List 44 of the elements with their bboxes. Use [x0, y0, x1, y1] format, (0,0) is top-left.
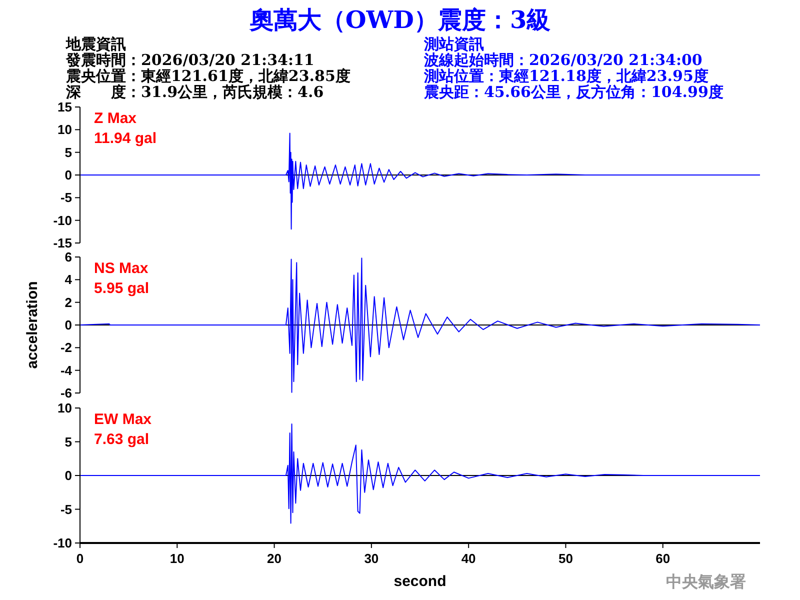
text: 震央位置：東經121.61度，北緯23.85度: [65, 67, 350, 85]
y-tick-label: 6: [64, 250, 72, 264]
x-tick-label: 40: [461, 551, 476, 566]
x-tick-label: 60: [656, 551, 670, 566]
y-tick-label: 0: [64, 318, 72, 332]
y-tick-label: -5: [60, 190, 72, 206]
text: 波線起始時間：2026/03/20 21:34:00: [423, 51, 702, 69]
y-tick-label: 4: [64, 272, 73, 288]
y-tick-label: -2: [60, 340, 72, 356]
text: 深 度：31.9公里，芮氏規模：4.6: [65, 83, 324, 101]
text: 地震資訊: [65, 35, 126, 53]
annotation: Z Max: [94, 110, 138, 127]
y-tick-label: 5: [64, 434, 72, 450]
y-tick-label: 0: [64, 468, 72, 483]
annotation: 7.63 gal: [94, 431, 150, 448]
text: 發震時間：2026/03/20 21:34:11: [65, 51, 314, 69]
text: 測站位置：東經121.18度，北緯23.95度: [423, 67, 708, 85]
text: 中央氣象署: [666, 572, 746, 591]
x-tick-label: 30: [364, 551, 379, 566]
y-tick-label: -10: [53, 212, 72, 228]
x-tick-label: 10: [170, 551, 184, 566]
annotation: NS Max: [94, 260, 149, 277]
y-tick-label: 10: [58, 400, 72, 416]
text: 震央距：45.66公里，反方位角：104.99度: [423, 83, 724, 101]
annotation: 5.95 gal: [94, 280, 150, 297]
x-tick-label: 20: [267, 551, 282, 566]
annotation: 11.94 gal: [94, 130, 157, 147]
y-tick-label: -10: [53, 536, 72, 550]
y-tick-label: 2: [64, 294, 72, 310]
text: 測站資訊: [423, 35, 484, 53]
y-tick-label: -6: [60, 386, 72, 400]
annotation: EW Max: [94, 411, 152, 428]
y-tick-label: 10: [58, 122, 72, 138]
x-tick-label: 50: [558, 551, 573, 566]
x-axis-title: second: [394, 573, 446, 590]
y-tick-label: -5: [60, 502, 72, 517]
y-tick-label: -15: [53, 236, 72, 250]
x-tick-label: 0: [76, 551, 84, 566]
chart-title: 奧萬大（OWD）震度：3級: [248, 5, 551, 34]
y-axis-title: acceleration: [24, 281, 41, 369]
y-tick-label: 15: [58, 100, 72, 114]
y-tick-label: 5: [64, 144, 72, 160]
y-tick-label: -4: [60, 362, 73, 378]
y-tick-label: 0: [64, 168, 72, 182]
